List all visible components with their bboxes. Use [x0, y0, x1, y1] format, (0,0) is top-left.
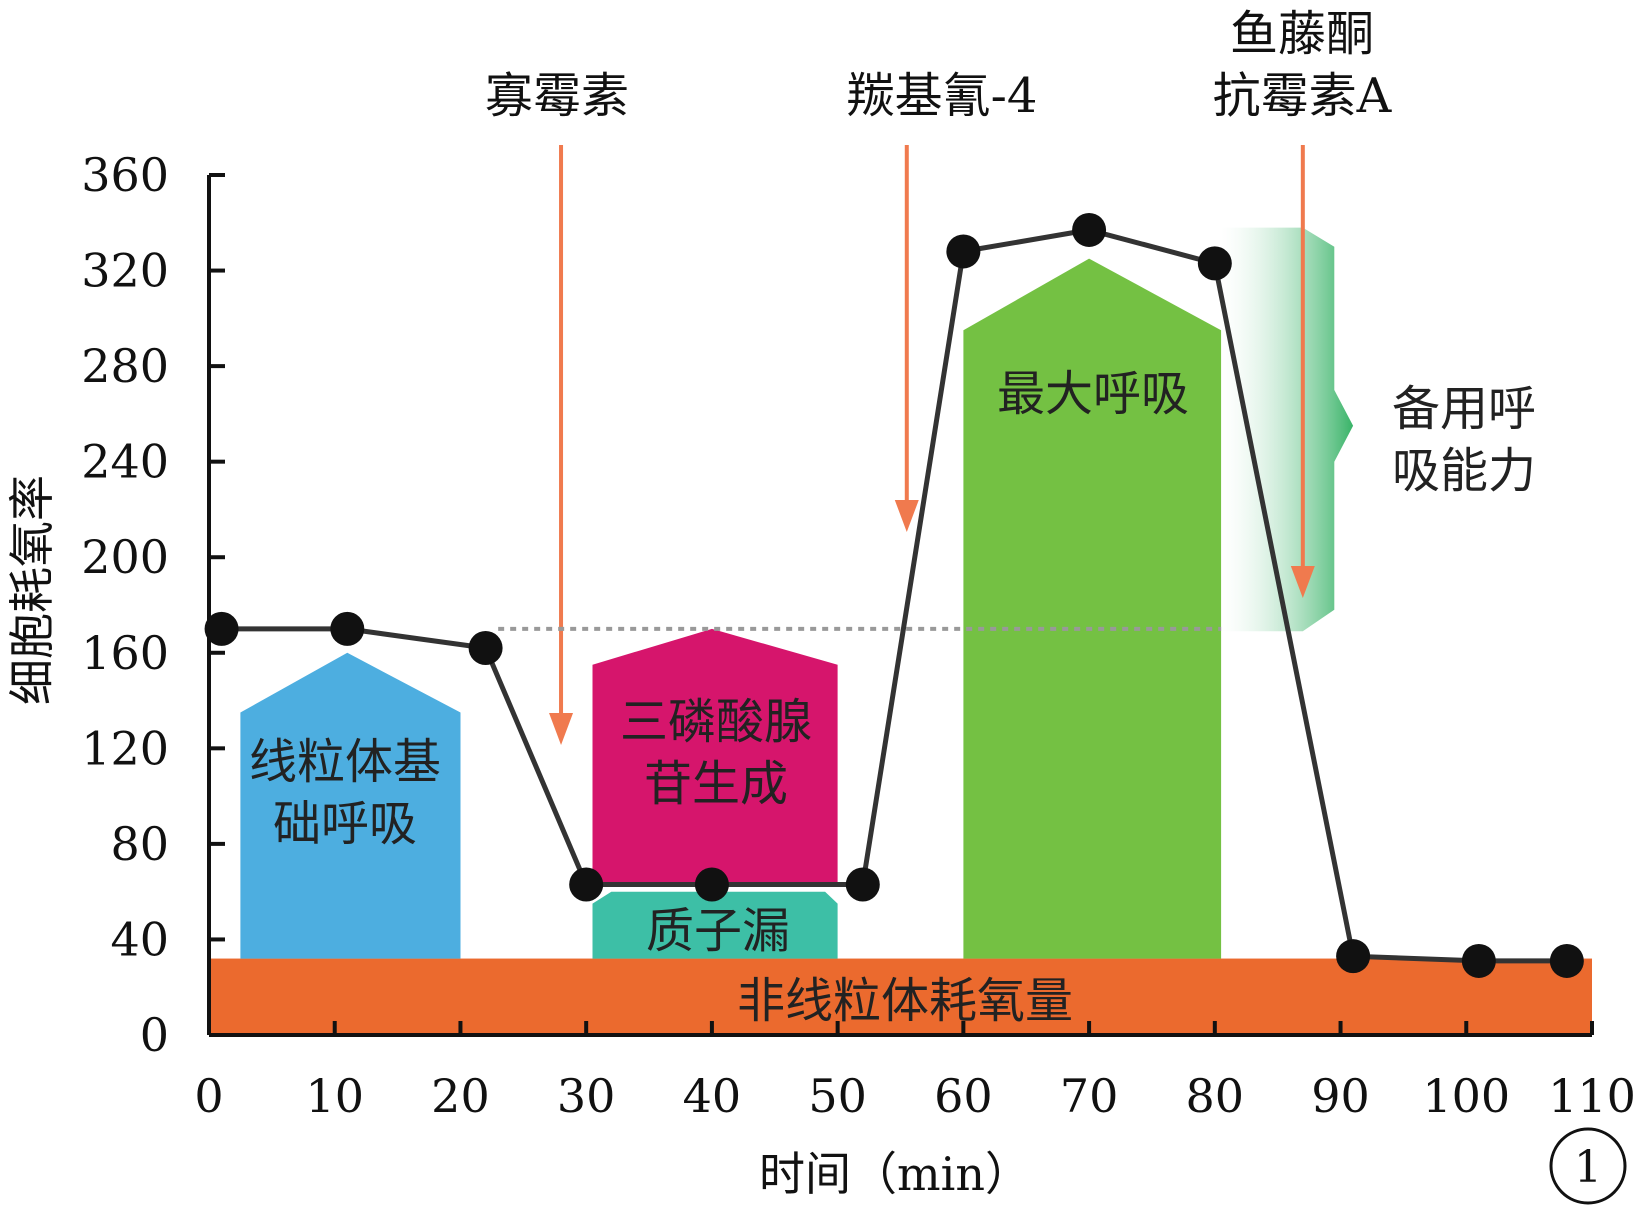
- data-point: [946, 234, 980, 268]
- atp-production-label: 三磷酸腺: [620, 694, 812, 750]
- data-point: [695, 868, 729, 902]
- data-point: [846, 868, 880, 902]
- data-point: [1462, 944, 1496, 978]
- x-tick-label: 110: [1548, 1069, 1634, 1123]
- spare-capacity-label: 备用呼: [1392, 381, 1536, 437]
- y-tick-label: 280: [81, 339, 169, 393]
- x-tick-label: 0: [194, 1069, 223, 1123]
- x-tick-label: 30: [557, 1069, 616, 1123]
- data-point: [1072, 213, 1106, 247]
- regions-layer: [209, 228, 1592, 1035]
- treatment-arrow-head: [549, 713, 573, 745]
- data-point: [1550, 944, 1584, 978]
- data-point: [569, 868, 603, 902]
- y-tick-label: 40: [110, 912, 169, 966]
- panel-label: 1: [1574, 1142, 1602, 1193]
- oligomycin-label: 寡霉素: [485, 68, 629, 124]
- spare-capacity-region: [1221, 228, 1353, 632]
- treatment-arrow-head: [895, 500, 919, 532]
- y-tick-label: 0: [140, 1008, 169, 1062]
- spare-capacity-label-2: 吸能力: [1392, 443, 1536, 499]
- data-point: [330, 612, 364, 646]
- atp-production-label-2: 苷生成: [644, 756, 788, 812]
- non-mitochondrial-label: 非线粒体耗氧量: [737, 973, 1073, 1029]
- y-tick-label: 320: [81, 244, 169, 298]
- x-tick-label: 50: [808, 1069, 867, 1123]
- data-point: [1336, 939, 1370, 973]
- y-tick-label: 200: [81, 530, 169, 584]
- antimycin-label: 抗霉素A: [1213, 68, 1393, 124]
- x-tick-label: 40: [683, 1069, 742, 1123]
- y-tick-label: 240: [81, 435, 169, 489]
- y-tick-label: 360: [81, 148, 169, 202]
- x-tick-label: 90: [1311, 1069, 1370, 1123]
- x-axis-title: 时间（min）: [759, 1147, 1031, 1201]
- basal-respiration-label: 线粒体基: [249, 734, 441, 790]
- proton-leak-label: 质子漏: [646, 903, 790, 959]
- x-tick-label: 60: [934, 1069, 993, 1123]
- data-point: [1198, 246, 1232, 280]
- x-tick-label: 70: [1060, 1069, 1119, 1123]
- maximal-respiration-label: 最大呼吸: [997, 366, 1189, 422]
- y-axis-title: 细胞耗氧率: [5, 475, 59, 705]
- y-tick-label: 120: [81, 721, 169, 775]
- data-point: [469, 631, 503, 665]
- x-tick-label: 80: [1186, 1069, 1245, 1123]
- maximal-respiration-region: [963, 259, 1221, 959]
- fccp-label: 羰基氰-4: [847, 68, 1038, 124]
- x-tick-label: 100: [1422, 1069, 1510, 1123]
- x-tick-label: 20: [431, 1069, 490, 1123]
- y-tick-label: 160: [81, 626, 169, 680]
- rotenone-label: 鱼藤酮: [1230, 6, 1374, 62]
- treatment-labels: 寡霉素 羰基氰-4 鱼藤酮 抗霉素A: [485, 6, 1393, 124]
- y-tick-label: 80: [110, 817, 169, 871]
- x-tick-label: 10: [305, 1069, 364, 1123]
- basal-respiration-label-2: 础呼吸: [273, 796, 417, 852]
